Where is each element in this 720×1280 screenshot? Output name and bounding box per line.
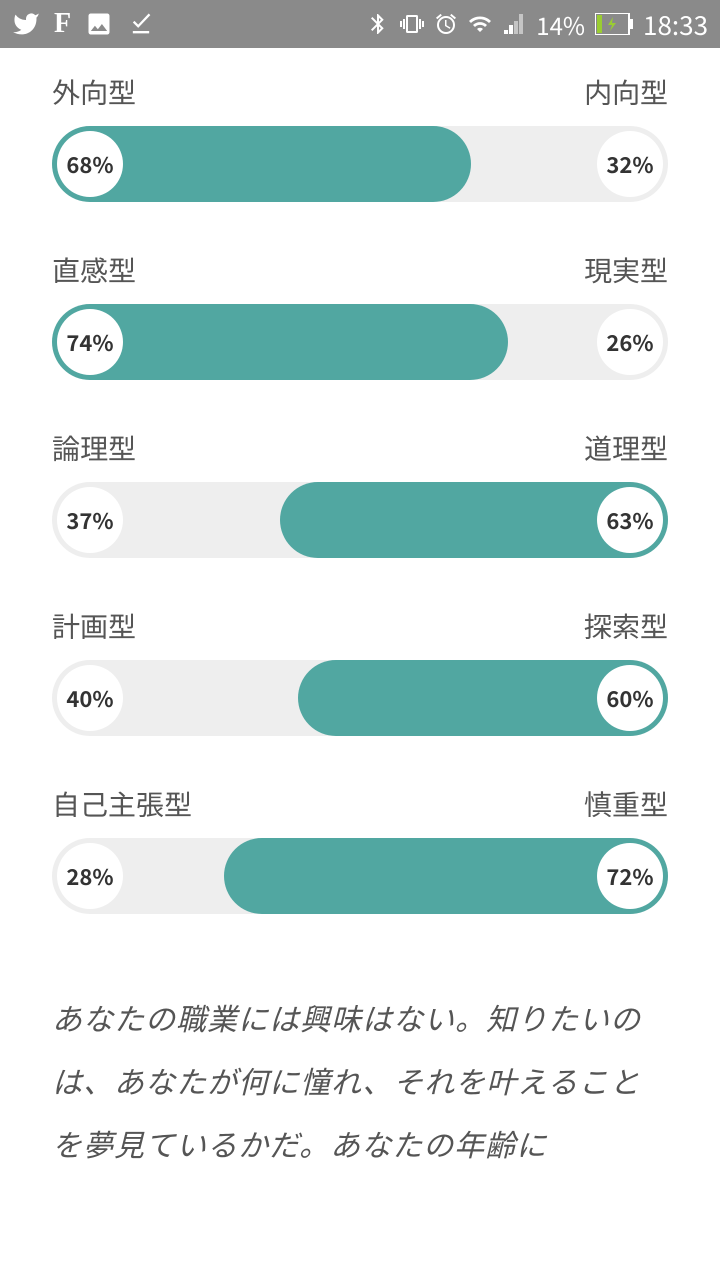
trait-label-left: 計画型 [52,606,136,646]
status-time: 18:33 [643,6,708,43]
vibrate-icon [400,12,424,36]
status-right-icons: 14% 18:33 [366,6,708,43]
trait-label-left: 自己主張型 [52,784,192,824]
trait-percent-left: 37% [57,487,123,553]
signal-icon [502,12,526,36]
trait-row: 外向型 内向型 68% 32% [52,72,668,202]
download-done-icon [127,10,155,38]
trait-percent-left: 28% [57,843,123,909]
quote-text: あなたの職業には興味はない。知りたいのは、あなたが何に憧れ、それを叶えることを夢… [52,986,668,1175]
trait-bar-track: 28% 72% [52,838,668,914]
trait-percent-right: 26% [597,309,663,375]
twitter-icon [12,10,40,38]
alarm-icon [434,12,458,36]
trait-labels: 計画型 探索型 [52,606,668,646]
trait-label-left: 論理型 [52,428,136,468]
main-content: 外向型 内向型 68% 32% 直感型 現実型 74% 26% 論理型 道理型 37% 63% 計画型 探… [0,48,720,1175]
trait-percent-right: 72% [597,843,663,909]
trait-bar-track: 68% 32% [52,126,668,202]
battery-percent: 14% [536,7,585,42]
trait-percent-right: 63% [597,487,663,553]
trait-label-right: 探索型 [584,606,668,646]
status-bar: F 14% 18:33 [0,0,720,48]
trait-label-right: 慎重型 [584,784,668,824]
bluetooth-icon [366,12,390,36]
battery-charging-icon [595,13,633,35]
trait-labels: 外向型 内向型 [52,72,668,112]
trait-percent-right: 32% [597,131,663,197]
trait-percent-right: 60% [597,665,663,731]
trait-row: 計画型 探索型 40% 60% [52,606,668,736]
trait-percent-left: 74% [57,309,123,375]
wifi-icon [468,12,492,36]
trait-percent-left: 68% [57,131,123,197]
trait-bar-track: 40% 60% [52,660,668,736]
trait-label-right: 道理型 [584,428,668,468]
trait-label-left: 外向型 [52,72,136,112]
trait-row: 自己主張型 慎重型 28% 72% [52,784,668,914]
traits-container: 外向型 内向型 68% 32% 直感型 現実型 74% 26% 論理型 道理型 37% 63% 計画型 探… [52,72,668,914]
trait-labels: 論理型 道理型 [52,428,668,468]
trait-label-right: 内向型 [584,72,668,112]
status-left-icons: F [12,8,155,40]
trait-bar-track: 74% 26% [52,304,668,380]
trait-labels: 自己主張型 慎重型 [52,784,668,824]
trait-label-left: 直感型 [52,250,136,290]
trait-row: 論理型 道理型 37% 63% [52,428,668,558]
trait-labels: 直感型 現実型 [52,250,668,290]
f-icon: F [54,8,71,40]
trait-percent-left: 40% [57,665,123,731]
trait-bar-track: 37% 63% [52,482,668,558]
photo-icon [85,10,113,38]
trait-label-right: 現実型 [584,250,668,290]
trait-row: 直感型 現実型 74% 26% [52,250,668,380]
